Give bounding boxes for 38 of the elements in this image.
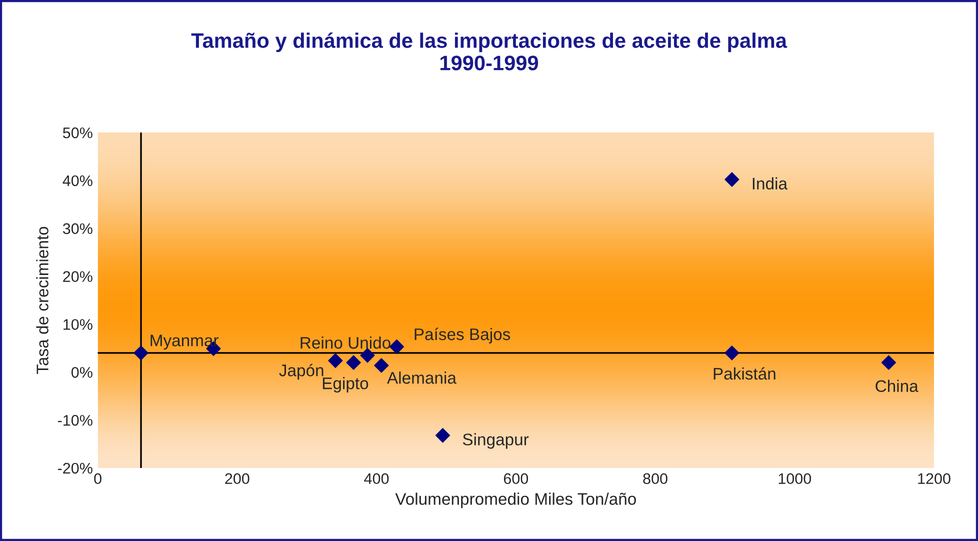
annotation: Egipto [322,377,368,393]
point [328,353,343,368]
x-tick-label: 800 [643,473,668,484]
chart-title: Tamaño y dinámica de las importaciones de aceite de palma 1990-1999 [191,32,788,70]
y-tick-label: 40% [62,175,92,186]
y-tick-label: 10% [64,319,92,330]
annotation: Pakistán [714,367,776,380]
y-axis-title: Tasa de crecimiento [36,226,48,374]
x-tick-label: 0 [94,473,102,484]
x-axis-title: Volumenpromedio Miles Ton/año [395,492,636,508]
annotation: China [876,380,918,392]
x-tick-label: 600 [504,473,528,484]
y-tick-label: 0% [71,367,92,378]
annotation: Países Bajos [414,328,510,344]
point [881,355,896,370]
point [360,348,375,363]
annotation: Singapur [462,433,529,449]
y-tick-label: 20% [63,271,92,282]
point [389,339,404,354]
annotation: Japón [279,364,324,380]
point [724,346,740,360]
x-tick-label: 1000 [778,473,812,484]
x-tick-label: 200 [225,473,250,484]
y-tick-label: -10% [58,414,92,426]
annotation: Myanmar [150,334,219,350]
x-tick-label: 400 [364,473,389,484]
y-tick-label: 50% [62,127,92,138]
annotation: Alemania [386,372,456,384]
point [134,346,148,360]
point [435,428,450,443]
y-tick-label: 30% [62,223,92,234]
x-tick-label: 1200 [918,473,950,484]
point [346,355,361,370]
point [374,358,389,373]
point [724,172,740,187]
annotation: India [752,177,788,190]
annotation: Reino Unido [300,336,390,349]
y-tick-label: -20% [58,462,92,474]
